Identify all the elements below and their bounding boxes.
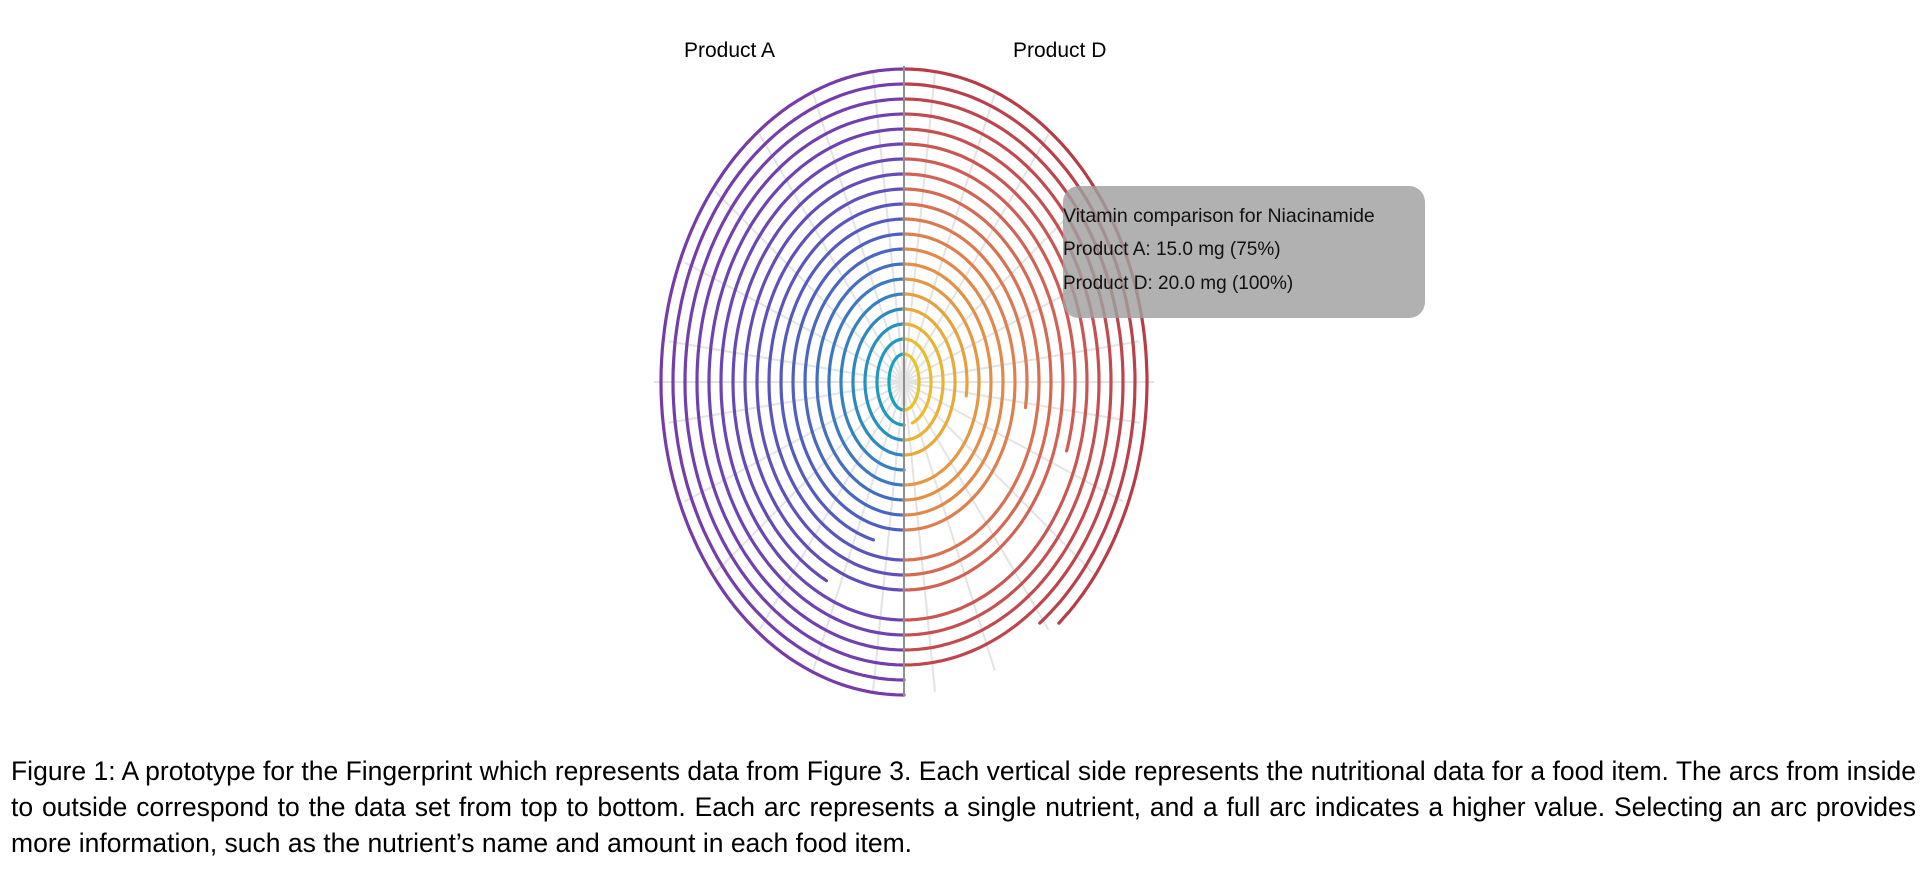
product-a-arc-5[interactable] [839, 292, 906, 472]
product-d-arc-2[interactable] [902, 337, 933, 425]
product-a-arc-20[interactable] [659, 67, 906, 697]
fingerprint-chart [654, 66, 1154, 697]
grid-line [872, 72, 905, 383]
product-a-arc-16[interactable] [707, 127, 906, 637]
grid-line [903, 381, 1050, 631]
product-a-arc-3[interactable] [863, 322, 906, 442]
product-a-arc-19[interactable] [671, 82, 906, 682]
product-d-arc-15[interactable] [902, 142, 1089, 622]
product-a-arc-17[interactable] [695, 112, 906, 652]
product-a-arc-15[interactable] [719, 142, 906, 622]
tooltip-title: Vitamin comparison for Niacinamide [1063, 205, 1375, 227]
product-d-arc-16[interactable] [902, 127, 1101, 637]
nutrient-tooltip: Vitamin comparison for Niacinamide Produ… [1063, 186, 1425, 318]
product-a-arc-1[interactable] [887, 352, 906, 412]
product-d-arc-9[interactable] [902, 232, 1017, 532]
product-d-arc-18[interactable] [902, 97, 1125, 667]
product-a-arc-10[interactable] [779, 217, 906, 542]
tooltip-product-a: Product A: 15.0 mg (75%) [1063, 239, 1281, 260]
product-d-arc-5[interactable] [902, 292, 969, 398]
product-a-arc-13[interactable] [743, 172, 906, 592]
product-d-label: Product D [1013, 39, 1107, 62]
figure-caption: Figure 1: A prototype for the Fingerprin… [11, 756, 1916, 858]
product-a-arc-4[interactable] [851, 307, 906, 457]
grid-line [903, 381, 936, 692]
product-d-arc-3[interactable] [902, 322, 945, 442]
product-a-arc-14[interactable] [731, 157, 906, 583]
product-a-arc-8[interactable] [803, 247, 906, 517]
product-d-arc-1[interactable] [902, 352, 921, 412]
grid-line [812, 381, 905, 672]
product-d-arc-14[interactable] [902, 157, 1077, 453]
grid-line [903, 92, 996, 383]
product-d-arc-12[interactable] [902, 187, 1053, 577]
grid-line [758, 381, 905, 631]
product-d-arc-6[interactable] [902, 277, 981, 487]
product-d-arc-4[interactable] [902, 307, 957, 457]
arcs-layer [659, 67, 1149, 697]
product-d-arc-7[interactable] [902, 262, 993, 502]
product-a-arc-11[interactable] [767, 202, 906, 562]
product-a-arc-18[interactable] [683, 97, 906, 667]
product-a-arc-9[interactable] [791, 232, 906, 532]
product-a-arc-12[interactable] [755, 187, 906, 577]
product-d-arc-8[interactable] [902, 247, 1005, 517]
grid-line [872, 381, 905, 692]
product-a-label: Product A [684, 39, 776, 62]
product-d-arc-11[interactable] [902, 202, 1041, 562]
product-d-arc-10[interactable] [902, 217, 1029, 410]
fingerprint-figure: Product A Product D Vitamin comparison f… [654, 39, 1425, 697]
product-a-arc-2[interactable] [875, 337, 906, 427]
grid-line [903, 381, 996, 672]
tooltip-product-d: Product D: 20.0 mg (100%) [1063, 273, 1294, 294]
product-a-arc-7[interactable] [815, 262, 906, 502]
product-d-arc-17[interactable] [902, 112, 1113, 652]
product-a-arc-6[interactable] [827, 277, 906, 487]
grid-line [812, 92, 905, 383]
product-d-arc-13[interactable] [902, 172, 1065, 592]
grid-line [903, 72, 936, 383]
grid-line [903, 133, 1050, 383]
grid-line [758, 133, 905, 383]
